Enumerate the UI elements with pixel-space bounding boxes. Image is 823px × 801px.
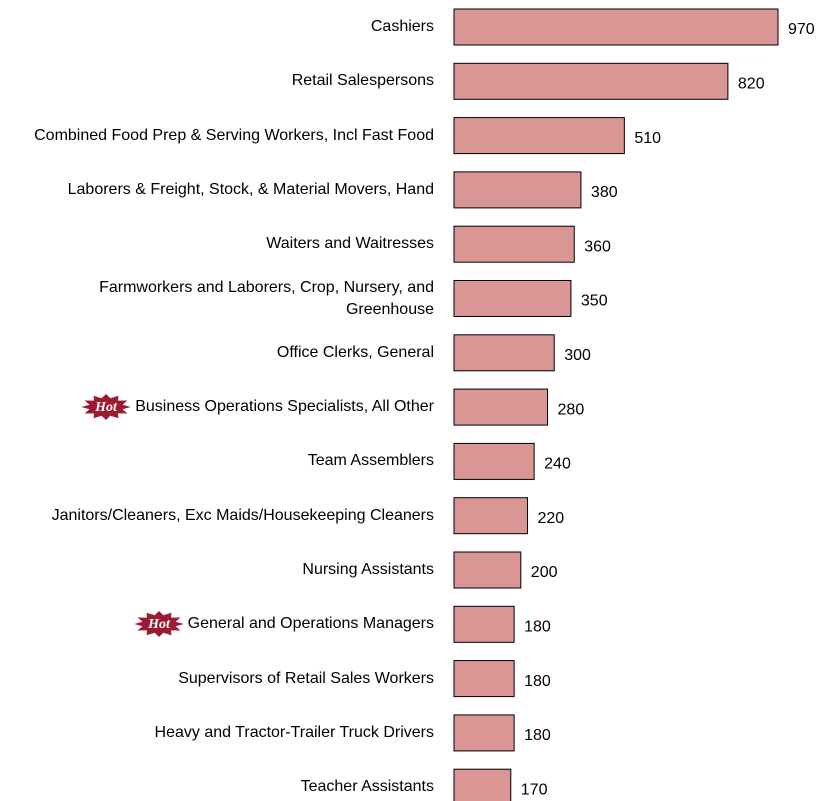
data-label: 200 [531,564,558,581]
category-text: Supervisors of Retail Sales Workers [178,669,434,687]
category-label: Waiters and Waitresses [10,219,434,269]
data-label: 240 [544,456,571,473]
badge-text: Hot [147,618,171,633]
bar [453,768,512,801]
bar [453,605,515,643]
bar [453,334,555,372]
category-text: Combined Food Prep & Serving Workers, In… [34,126,434,144]
bar [453,497,528,535]
category-label: Teacher Assistants [10,762,434,801]
badge-text: Hot [94,400,118,415]
bar [453,117,625,155]
category-text: Laborers & Freight, Stock, & Material Mo… [67,180,434,198]
bar [453,442,535,480]
bar [453,660,515,698]
category-text: Farmworkers and Laborers, Crop, Nursery,… [99,278,434,318]
category-label: Cashiers [10,2,434,52]
category-label: Supervisors of Retail Sales Workers [10,654,434,704]
data-label: 970 [788,21,815,38]
bar [453,280,572,317]
badge-icon: Hot [81,394,131,421]
data-label: 300 [564,347,591,364]
category-label: Heavy and Tractor-Trailer Truck Drivers [10,708,434,758]
category-text: Office Clerks, General [276,343,434,361]
category-text: Retail Salespersons [291,72,434,90]
category-label: Farmworkers and Laborers, Crop, Nursery,… [10,274,434,324]
badge-star [133,611,184,638]
category-label: Hot General and Operations Managers [10,599,434,649]
bar [453,225,575,263]
category-label: Nursing Assistants [10,545,434,595]
badge-icon: Hot [133,611,184,638]
data-label: 360 [584,238,611,255]
category-text: Team Assemblers [307,452,434,470]
category-label: Combined Food Prep & Serving Workers, In… [10,111,434,161]
data-label: 180 [524,727,551,744]
data-label: 170 [521,781,548,798]
data-label: 820 [738,76,765,93]
data-label: 350 [581,293,608,310]
data-label: 180 [524,619,551,636]
category-text: General and Operations Managers [187,615,434,633]
bar [453,8,779,46]
category-label: Retail Salespersons [10,56,434,106]
category-label: Laborers & Freight, Stock, & Material Mo… [10,165,434,215]
hot-badge: Hot [79,394,133,421]
bar [453,714,515,752]
badge-star [81,394,131,421]
category-text: Cashiers [370,18,434,35]
category-text: Waiters and Waitresses [266,235,434,253]
category-text: Heavy and Tractor-Trailer Truck Drivers [154,723,434,741]
category-label: Team Assemblers [10,436,434,486]
category-label: Office Clerks, General [10,328,434,378]
data-label: 280 [558,401,585,418]
category-label: Hot Business Operations Specialists, All … [10,382,434,432]
category-text: Nursing Assistants [302,561,434,578]
bar [453,171,582,209]
bar [453,62,729,100]
hot-badge: Hot [132,611,186,638]
category-text: Teacher Assistants [300,778,434,796]
category-label: Janitors/Cleaners, Exc Maids/Housekeepin… [10,491,434,541]
bar [453,551,522,589]
category-text: Business Operations Specialists, All Oth… [135,398,434,416]
data-label: 180 [524,673,551,690]
bar [453,388,549,426]
data-label: 220 [537,510,564,527]
category-text: Janitors/Cleaners, Exc Maids/Housekeepin… [51,506,434,524]
data-label: 510 [634,130,661,147]
data-label: 380 [591,184,618,201]
